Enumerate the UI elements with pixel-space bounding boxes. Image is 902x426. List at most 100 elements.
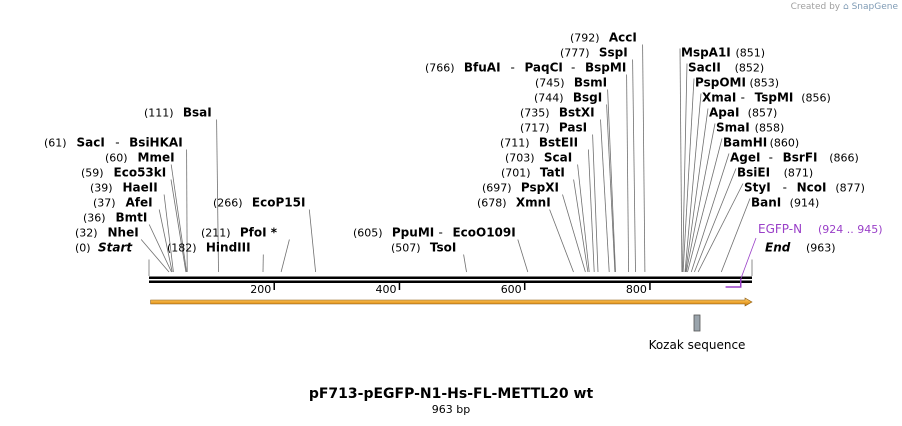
orf-arrow-shape[interactable] xyxy=(150,297,753,307)
site-tsoi-name: TsoI xyxy=(430,241,456,255)
site-ppumi[interactable]: (605) PpuMI - EcoO109I xyxy=(353,226,516,240)
site-bmti[interactable]: (36) BmtI xyxy=(83,211,147,225)
site-mspa1i-connector xyxy=(679,48,683,273)
site-bamhi-connector xyxy=(687,138,723,273)
site-afei[interactable]: (37) AfeI xyxy=(93,196,153,210)
watermark-brand: SnapGene xyxy=(851,2,898,12)
site-nhei[interactable]: (32) NheI xyxy=(75,226,139,240)
site-pspomi-position: (853) xyxy=(750,77,780,90)
site-pspxi[interactable]: (697) PspXI xyxy=(482,181,559,195)
site-ecop15i-connector xyxy=(308,209,316,273)
site-ecop15i-name: EcoP15I xyxy=(252,196,306,210)
site-pfoi[interactable]: (211) PfoI * xyxy=(201,226,278,240)
site-hindiii-position: (182) xyxy=(167,242,197,255)
site-tati-position: (701) xyxy=(501,167,531,180)
site-hindiii[interactable]: (182) HindIII xyxy=(167,241,251,255)
site-bstxi-connector xyxy=(600,119,610,273)
site-bfuai-separator-2: - xyxy=(571,61,575,75)
site-bsteii-connector xyxy=(588,149,595,273)
site-xmni[interactable]: (678) XmnI xyxy=(477,196,551,210)
site-tsoi[interactable]: (507) TsoI xyxy=(391,241,456,255)
feature-kozak[interactable]: Kozak sequence xyxy=(649,314,746,352)
site-mspa1i-name: MspA1I xyxy=(681,46,731,60)
site-bsgi-connector xyxy=(606,104,616,273)
site-ecop15i[interactable]: (266) EcoP15I xyxy=(213,196,305,210)
site-bamhi-position: (860) xyxy=(770,137,800,150)
site-styi[interactable]: StyI - NcoI (877) xyxy=(744,181,865,195)
site-mspa1i[interactable]: MspA1I (851) xyxy=(681,46,765,60)
marker-start-position: (0) xyxy=(75,242,91,255)
site-smai-name: SmaI xyxy=(716,121,750,135)
site-mmei-position: (60) xyxy=(105,152,128,165)
site-nhei-position: (32) xyxy=(75,227,98,240)
site-bstxi-position: (735) xyxy=(520,107,550,120)
site-mmei-name: MmeI xyxy=(138,151,175,165)
feature-kozak-name: Kozak sequence xyxy=(649,338,746,352)
site-bstxi[interactable]: (735) BstXI xyxy=(520,106,595,120)
site-bsmi[interactable]: (745) BsmI xyxy=(535,76,607,90)
site-bani-name: BanI xyxy=(751,196,781,210)
site-tati-name: TatI xyxy=(540,166,565,180)
marker-start: (0) Start xyxy=(75,241,133,255)
site-bsgi[interactable]: (744) BsgI xyxy=(534,91,602,105)
site-bsgi-position: (744) xyxy=(534,92,564,105)
site-xmai[interactable]: XmaI - TspMI (856) xyxy=(702,91,831,105)
site-bani-position: (914) xyxy=(790,197,820,210)
site-mmei[interactable]: (60) MmeI xyxy=(105,151,175,165)
site-sacii-name: SacII xyxy=(688,61,721,75)
site-pspxi-position: (697) xyxy=(482,182,512,195)
site-bfuai[interactable]: (766) BfuAI - PaqCI - BspMI xyxy=(425,61,626,75)
site-bsai-connector xyxy=(216,119,219,273)
site-bfuai-second-name: PaqCI xyxy=(524,61,562,75)
site-agei[interactable]: AgeI - BsrFI (866) xyxy=(730,151,859,165)
site-bsteii[interactable]: (711) BstEII xyxy=(500,136,578,150)
site-eco53ki[interactable]: (59) Eco53kI xyxy=(81,166,166,180)
site-bsiei-name: BsiEI xyxy=(737,166,770,180)
site-bani-connector xyxy=(720,198,751,273)
site-smai-position: (858) xyxy=(755,122,785,135)
site-bsteii-position: (711) xyxy=(500,137,530,150)
site-saci-connector xyxy=(186,149,188,273)
site-sspi-position: (777) xyxy=(560,47,590,60)
site-eco53ki-connector xyxy=(170,179,187,273)
site-pspomi-connector xyxy=(682,78,695,273)
site-bamhi-name: BamHI xyxy=(723,136,767,150)
site-bsiei[interactable]: BsiEI (871) xyxy=(737,166,813,180)
site-tati[interactable]: (701) TatI xyxy=(501,166,565,180)
site-styi-separator: - xyxy=(783,181,787,195)
site-haeii[interactable]: (39) HaeII xyxy=(90,181,158,195)
site-smai[interactable]: SmaI (858) xyxy=(716,121,784,135)
site-sacii[interactable]: SacII (852) xyxy=(688,61,764,75)
features: EGFP-N (924 .. 945) Kozak sequence xyxy=(649,222,883,352)
site-tati-connector xyxy=(573,179,589,273)
site-bfuai-third-name: BspMI xyxy=(585,61,626,75)
site-bani[interactable]: BanI (914) xyxy=(751,196,819,210)
site-bsai-name: BsaI xyxy=(183,106,212,120)
site-saci-position: (61) xyxy=(44,137,67,150)
ruler-tick-label: 400 xyxy=(375,283,396,296)
site-saci[interactable]: (61) SacI - BsiHKAI xyxy=(44,136,183,150)
site-pasi[interactable]: (717) PasI xyxy=(520,121,587,135)
site-ppumi-connector xyxy=(517,239,529,273)
orf-arrow xyxy=(150,297,753,307)
site-agei-name: AgeI xyxy=(730,151,760,165)
site-saci-second-name: BsiHKAI xyxy=(129,136,183,150)
site-sspi-connector xyxy=(632,59,636,273)
site-acci[interactable]: (792) AccI xyxy=(570,31,637,45)
site-bsai[interactable]: (111) BsaI xyxy=(144,106,212,120)
site-apai[interactable]: ApaI (857) xyxy=(709,106,777,120)
site-tsoi-position: (507) xyxy=(391,242,421,255)
site-pspomi[interactable]: PspOMI (853) xyxy=(695,76,779,90)
feature-egfp-n-bracket xyxy=(725,279,742,288)
site-scai[interactable]: (703) ScaI xyxy=(505,151,572,165)
site-bfuai-connector xyxy=(626,74,629,273)
feature-egfp-n-connector xyxy=(740,237,757,280)
site-bfuai-name: BfuAI xyxy=(464,61,501,75)
site-sspi[interactable]: (777) SspI xyxy=(560,46,628,60)
watermark-prefix: Created by xyxy=(790,2,841,12)
site-bsmi-position: (745) xyxy=(535,77,565,90)
feature-egfp-n[interactable]: EGFP-N (924 .. 945) xyxy=(725,222,883,288)
site-xmni-name: XmnI xyxy=(516,196,551,210)
site-bamhi[interactable]: BamHI (860) xyxy=(723,136,799,150)
site-xmai-second-name: TspMI xyxy=(755,91,794,105)
